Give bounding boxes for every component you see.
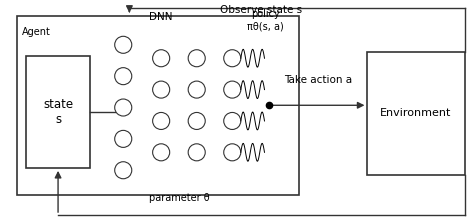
Ellipse shape — [188, 144, 205, 161]
Ellipse shape — [115, 99, 132, 116]
Ellipse shape — [115, 36, 132, 53]
Ellipse shape — [115, 130, 132, 147]
Text: Take action a: Take action a — [284, 75, 352, 85]
Ellipse shape — [115, 68, 132, 85]
Text: parameter θ: parameter θ — [149, 193, 209, 203]
Ellipse shape — [153, 81, 170, 98]
Text: Observe state s: Observe state s — [220, 5, 302, 15]
Ellipse shape — [115, 162, 132, 179]
Ellipse shape — [153, 112, 170, 129]
Ellipse shape — [224, 81, 241, 98]
Text: Environment: Environment — [380, 108, 452, 118]
Bar — [367, 52, 465, 175]
Ellipse shape — [153, 50, 170, 67]
Bar — [17, 16, 299, 195]
Ellipse shape — [224, 112, 241, 129]
Ellipse shape — [224, 144, 241, 161]
Text: DNN: DNN — [149, 12, 173, 22]
Text: Agent: Agent — [22, 27, 51, 37]
Ellipse shape — [224, 50, 241, 67]
Ellipse shape — [153, 144, 170, 161]
Ellipse shape — [188, 50, 205, 67]
Text: policy
πθ(s, a): policy πθ(s, a) — [247, 9, 284, 31]
Bar — [26, 56, 90, 168]
Ellipse shape — [188, 81, 205, 98]
Ellipse shape — [188, 112, 205, 129]
Text: state
s: state s — [43, 98, 73, 126]
